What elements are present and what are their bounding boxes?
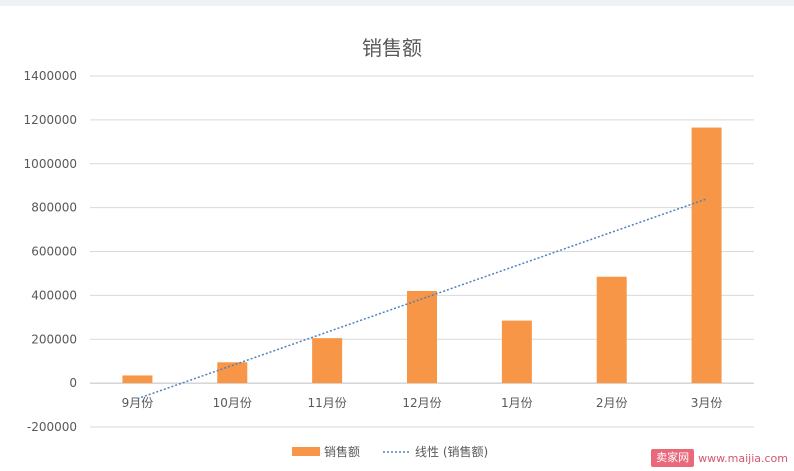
gridlines xyxy=(90,75,754,428)
watermark-badge: 卖家网 xyxy=(651,449,695,467)
legend: 销售额 线性 (销售额) xyxy=(292,444,488,459)
x-axis-labels: 9月份 10月份 11月份 12月份 1月份 2月份 3月份 xyxy=(122,396,723,410)
bar-5 xyxy=(596,276,627,384)
x-tick-label-5: 2月份 xyxy=(596,396,628,410)
y-tick-label-4: 600000 xyxy=(31,245,77,259)
x-tick-label-1: 10月份 xyxy=(213,396,252,410)
y-tick-label-0: -200000 xyxy=(27,420,77,434)
trendline-group xyxy=(137,198,707,400)
x-tick-label-2: 11月份 xyxy=(308,396,347,410)
x-tick-label-4: 1月份 xyxy=(501,396,533,410)
legend-label-bar: 销售额 xyxy=(324,444,360,459)
chart-title: 销售额 xyxy=(362,36,422,60)
y-tick-label-3: 400000 xyxy=(31,288,77,302)
y-tick-label-5: 800000 xyxy=(31,201,77,215)
bar-2 xyxy=(312,338,343,384)
trendline xyxy=(137,198,707,400)
y-tick-label-7: 1200000 xyxy=(24,113,77,127)
top-strip xyxy=(0,0,794,6)
legend-swatch-bar xyxy=(292,447,320,456)
bar-6 xyxy=(691,127,722,384)
x-tick-label-6: 3月份 xyxy=(691,396,723,410)
x-tick-label-3: 12月份 xyxy=(402,396,441,410)
bar-0 xyxy=(122,375,153,384)
y-tick-label-1: 0 xyxy=(69,376,77,390)
bars xyxy=(122,127,722,384)
x-tick-label-0: 9月份 xyxy=(122,396,154,410)
bar-3 xyxy=(407,290,437,384)
watermark: 卖家网 www.maijia.com xyxy=(651,449,788,467)
y-tick-label-6: 1000000 xyxy=(24,157,77,171)
y-tick-label-2: 200000 xyxy=(31,332,77,346)
y-tick-label-8: 1400000 xyxy=(24,69,77,83)
y-axis-labels: -200000 0 200000 400000 600000 800000 1000000 1… xyxy=(24,69,77,434)
bar-4 xyxy=(501,320,532,384)
legend-label-trend: 线性 (销售额) xyxy=(415,444,488,459)
watermark-url: www.maijia.com xyxy=(698,451,788,465)
